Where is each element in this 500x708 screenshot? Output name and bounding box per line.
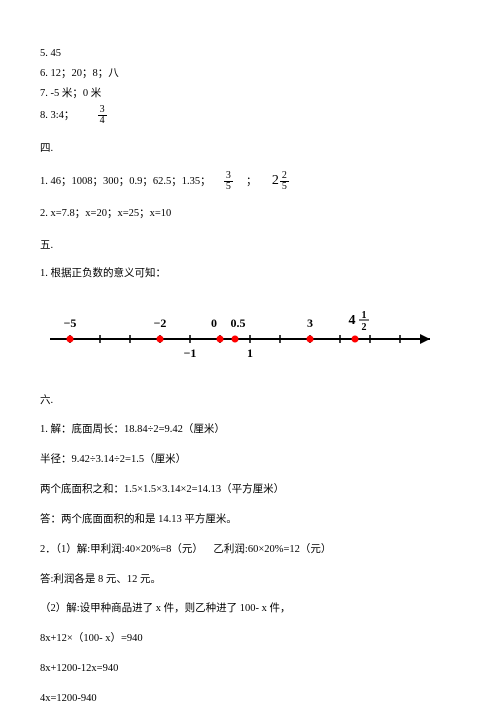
svg-text:3: 3 xyxy=(307,316,313,330)
svg-text:0: 0 xyxy=(211,316,217,330)
section-5-head: 五. xyxy=(40,237,460,255)
s4-line1-b: ； xyxy=(246,176,257,187)
svg-text:−2: −2 xyxy=(154,316,167,330)
line-7: 7. -5 米；0 米 xyxy=(40,85,460,103)
svg-text:2: 2 xyxy=(362,322,367,333)
s4-line1: 1. 46；1008；300；0.9；62.5；1.35； 3 5 ； 2 2 … xyxy=(40,169,460,193)
section-6-head: 六. xyxy=(40,392,460,410)
svg-text:−1: −1 xyxy=(184,346,197,360)
s6-c: 两个底面积之和：1.5×1.5×3.14×2=14.13（平方厘米） xyxy=(40,481,460,499)
s4-line2: 2. x=7.8；x=20；x=25；x=10 xyxy=(40,205,460,223)
number-line-figure: −5−200.53412−11 xyxy=(40,299,460,378)
fraction-3-5: 3 5 xyxy=(224,171,233,192)
s5-line1: 1. 根据正负数的意义可知： xyxy=(40,265,460,283)
svg-text:1: 1 xyxy=(362,310,367,321)
line-5: 5. 45 xyxy=(40,45,460,63)
number-line-svg: −5−200.53412−11 xyxy=(40,299,440,371)
line-8-text: 8. 3:4； xyxy=(40,109,74,120)
line-6: 6. 12；20；8；八 xyxy=(40,65,460,83)
fraction-3-4: 3 4 xyxy=(98,105,107,126)
s6-i: 8x+1200-12x=940 xyxy=(40,660,460,678)
s6-h: 8x+12×（100- x）=940 xyxy=(40,630,460,648)
s6-a: 1. 解：底面周长：18.84÷2=9.42（厘米） xyxy=(40,421,460,439)
svg-text:1: 1 xyxy=(247,346,253,360)
s6-d: 答：两个底面面积的和是 14.13 平方厘米。 xyxy=(40,511,460,529)
s6-b: 半径：9.42÷3.14÷2=1.5（厘米） xyxy=(40,451,460,469)
svg-text:−5: −5 xyxy=(64,316,77,330)
s6-e: 2．（1）解:甲利润:40×20%=8（元） 乙利润:60×20%=12（元） xyxy=(40,541,460,559)
s6-f: 答:利润各是 8 元、12 元。 xyxy=(40,571,460,589)
line-8: 8. 3:4； 3 4 xyxy=(40,105,460,126)
section-4-head: 四. xyxy=(40,140,460,158)
svg-text:0.5: 0.5 xyxy=(231,316,246,330)
s4-line1-a: 1. 46；1008；300；0.9；62.5；1.35； xyxy=(40,176,211,187)
svg-text:4: 4 xyxy=(349,313,356,328)
mixed-2-2-5: 2 2 5 xyxy=(272,169,289,193)
s6-j: 4x=1200-940 xyxy=(40,690,460,708)
s6-g: （2）解:设甲种商品进了 x 件，则乙种进了 100- x 件， xyxy=(40,600,460,618)
